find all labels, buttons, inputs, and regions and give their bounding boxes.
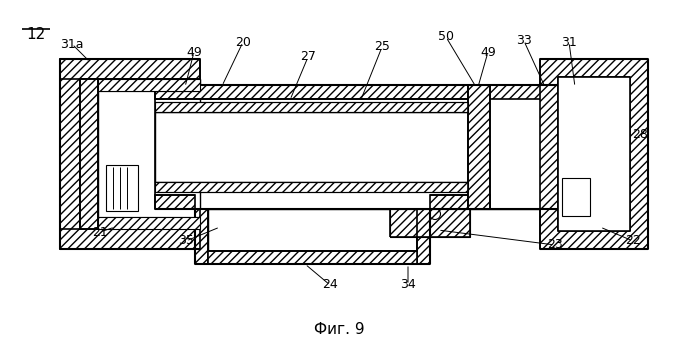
Bar <box>60 229 200 249</box>
Bar <box>60 59 80 249</box>
Bar <box>98 79 200 229</box>
Bar <box>155 85 558 209</box>
Bar <box>155 195 195 209</box>
Bar <box>80 79 98 229</box>
Bar <box>98 217 200 229</box>
Text: 24: 24 <box>322 278 338 292</box>
Bar <box>155 102 468 112</box>
Bar <box>106 165 138 211</box>
Bar <box>155 112 468 182</box>
Text: 33: 33 <box>516 35 532 47</box>
Bar <box>155 85 558 99</box>
Text: 50: 50 <box>438 30 454 44</box>
Bar <box>540 59 648 249</box>
Bar <box>430 195 490 209</box>
Text: 49: 49 <box>186 45 202 59</box>
Text: 23: 23 <box>547 238 563 251</box>
Text: 22: 22 <box>625 235 641 247</box>
Text: Фиг. 9: Фиг. 9 <box>314 322 365 337</box>
Bar <box>390 209 470 237</box>
Bar <box>98 79 200 91</box>
Text: 35: 35 <box>178 235 194 247</box>
Text: 34: 34 <box>400 278 416 292</box>
Text: 31a: 31a <box>60 37 84 50</box>
Text: 20: 20 <box>235 35 251 49</box>
Bar <box>417 209 430 264</box>
Bar <box>195 209 208 264</box>
Text: 25: 25 <box>374 40 390 54</box>
Text: 28: 28 <box>632 129 648 141</box>
Bar <box>60 59 200 79</box>
Bar <box>155 182 468 192</box>
Text: 27: 27 <box>300 50 316 64</box>
Bar <box>468 85 490 209</box>
Text: 49: 49 <box>480 45 496 59</box>
Bar <box>562 178 590 216</box>
Bar <box>208 209 417 251</box>
Text: 21: 21 <box>92 226 108 238</box>
Bar <box>558 77 630 231</box>
Bar <box>208 251 417 264</box>
Text: 12: 12 <box>26 27 45 42</box>
Text: 31: 31 <box>561 35 577 49</box>
